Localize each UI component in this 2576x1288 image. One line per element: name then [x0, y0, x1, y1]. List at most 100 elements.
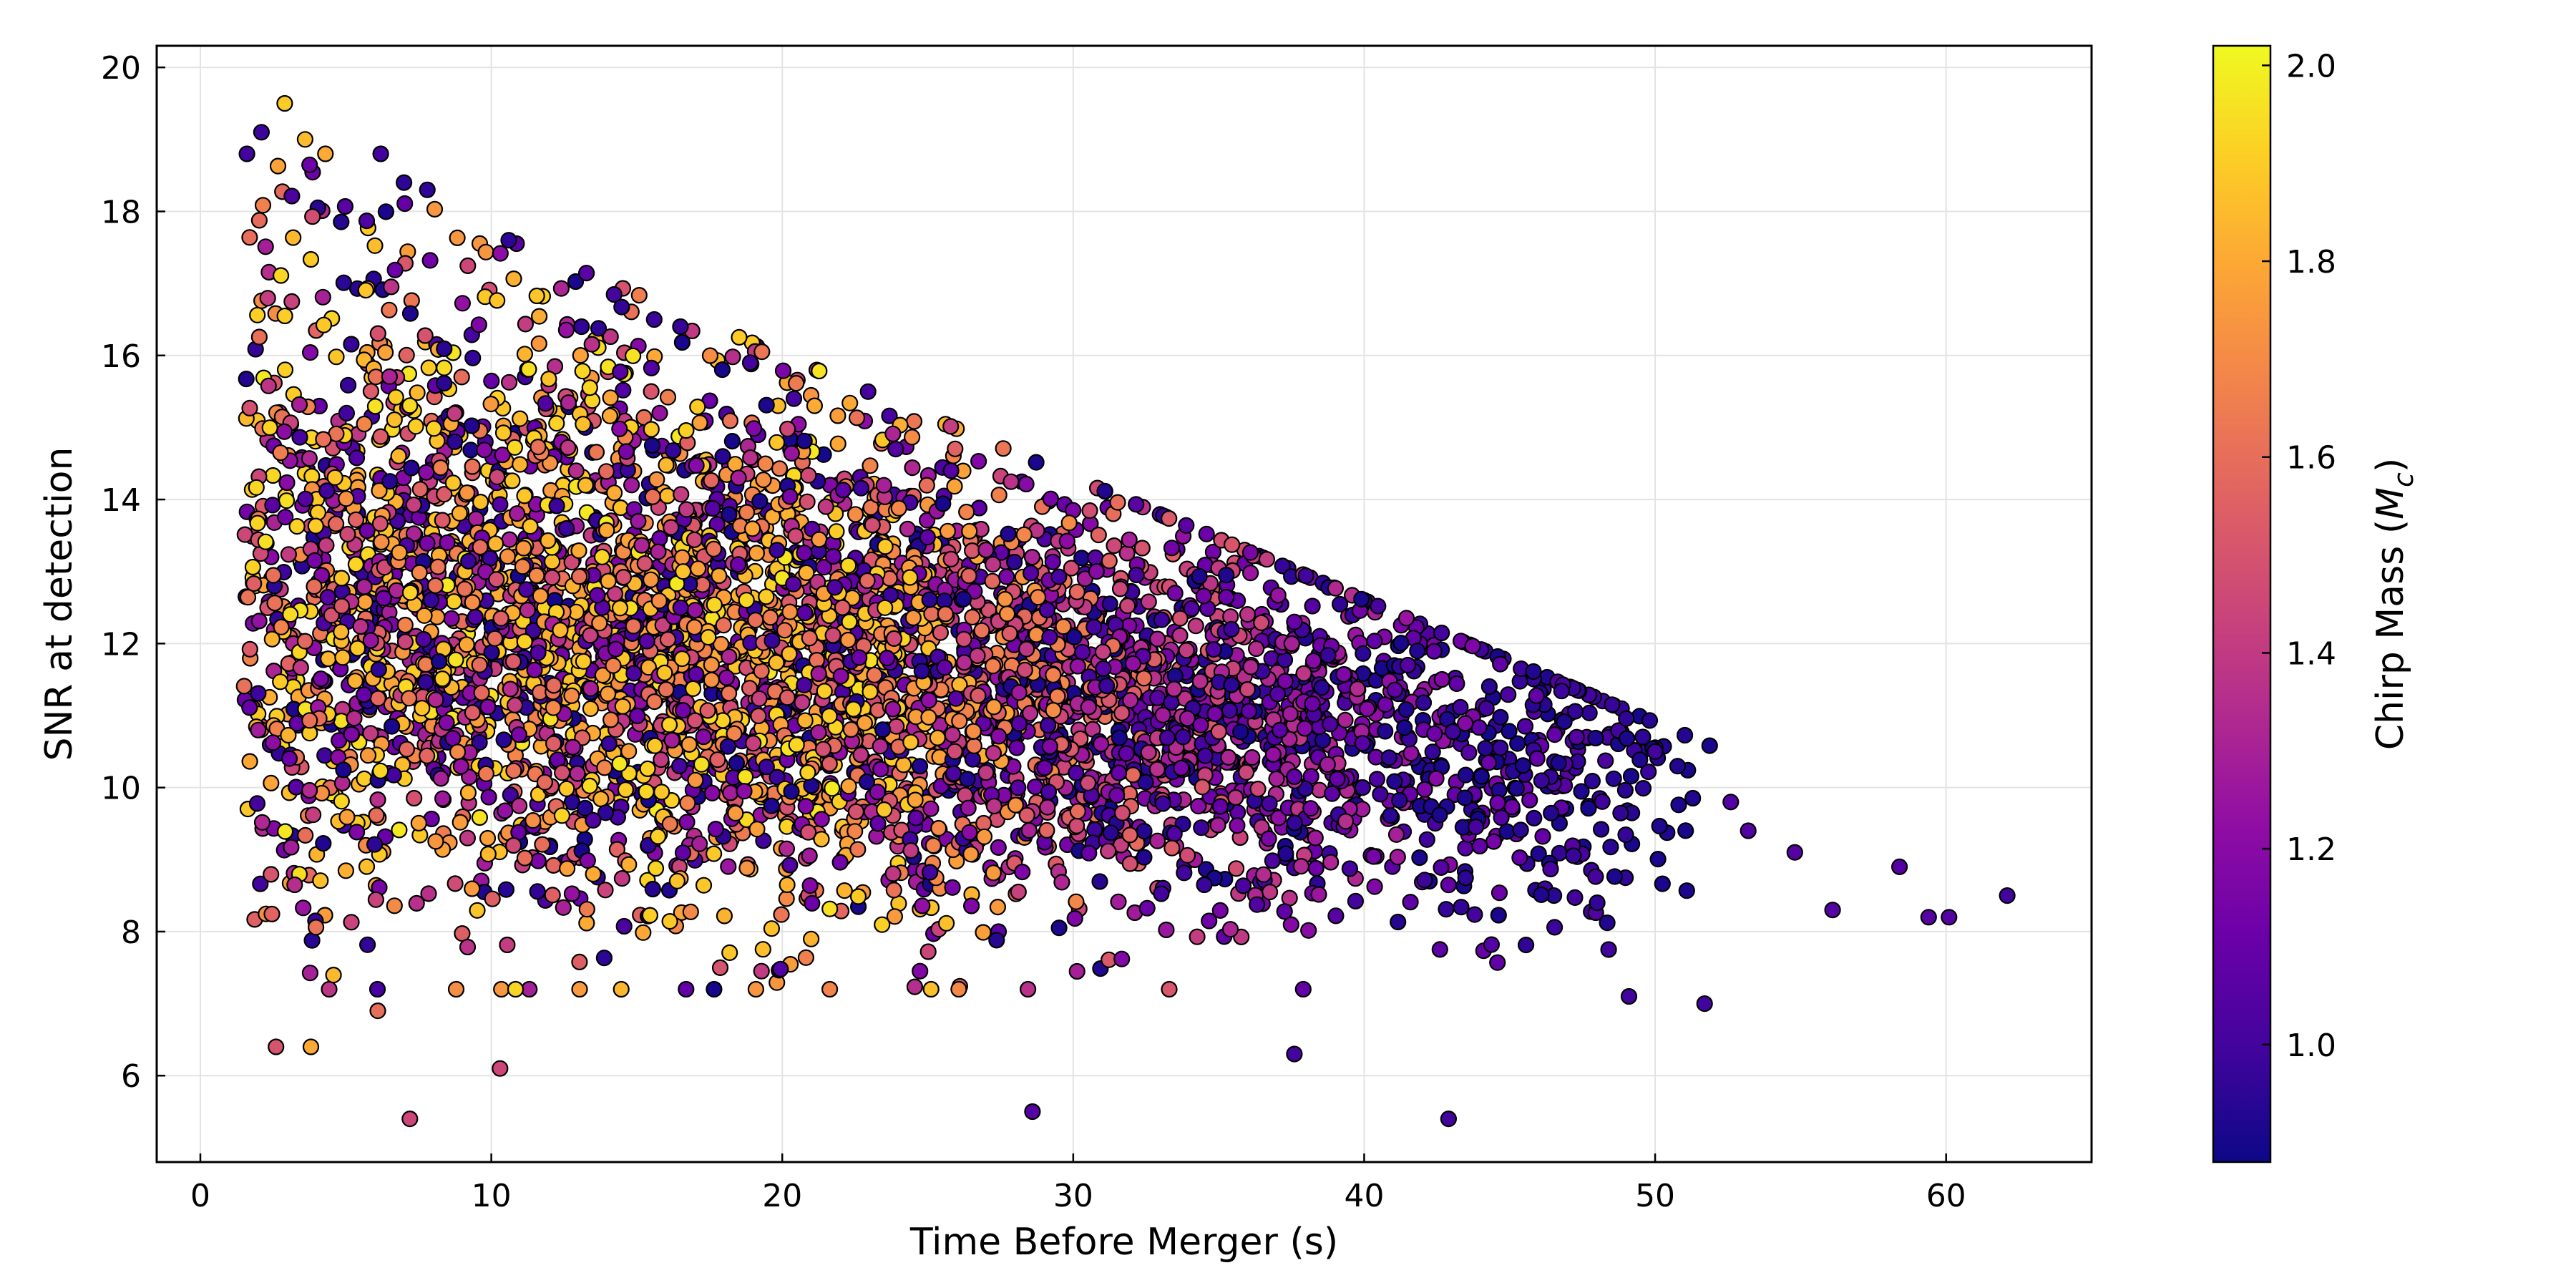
- scatter-point: [510, 797, 528, 814]
- scatter-point: [1163, 693, 1180, 711]
- scatter-point: [272, 673, 289, 691]
- scatter-point: [904, 609, 922, 627]
- scatter-point: [1457, 869, 1474, 887]
- scatter-point: [985, 864, 1002, 882]
- scatter-point: [1377, 723, 1394, 740]
- scatter-point: [315, 431, 332, 448]
- scatter-point: [553, 807, 571, 824]
- scatter-point: [738, 859, 756, 877]
- scatter-point: [1179, 847, 1196, 864]
- scatter-point: [1122, 691, 1139, 709]
- scatter-point: [1015, 526, 1033, 543]
- scatter-point: [312, 670, 329, 688]
- scatter-point: [1347, 892, 1365, 910]
- scatter-point: [1480, 754, 1497, 771]
- scatter-point: [548, 497, 565, 514]
- scatter-point: [615, 917, 633, 935]
- scatter-point: [504, 653, 522, 670]
- scatter-point: [969, 647, 986, 665]
- scatter-point: [701, 347, 719, 364]
- scatter-point: [763, 632, 781, 649]
- scatter-point: [286, 876, 303, 894]
- scatter-point: [463, 417, 480, 434]
- scatter-point: [829, 435, 847, 452]
- scatter-point: [464, 880, 481, 897]
- scatter-point: [386, 411, 403, 429]
- scatter-point: [476, 441, 493, 459]
- scatter-point: [1080, 698, 1097, 716]
- scatter-point: [1366, 633, 1383, 650]
- scatter-point: [1113, 704, 1131, 722]
- scatter-point: [263, 905, 280, 923]
- scatter-point: [504, 472, 521, 489]
- scatter-point: [650, 592, 668, 610]
- scatter-point: [312, 872, 329, 889]
- scatter-point: [724, 348, 741, 366]
- scatter-point: [996, 590, 1014, 608]
- scatter-point: [250, 685, 267, 702]
- scatter-point: [434, 670, 451, 688]
- scatter-point: [779, 689, 796, 706]
- scatter-point: [1282, 916, 1299, 933]
- scatter-point: [459, 784, 477, 801]
- scatter-point: [387, 389, 404, 406]
- scatter-point: [1396, 719, 1413, 736]
- scatter-point: [731, 328, 748, 346]
- scatter-point: [260, 377, 277, 394]
- scatter-point: [612, 363, 629, 381]
- scatter-point: [597, 804, 615, 821]
- scatter-point: [542, 454, 559, 472]
- scatter-point: [1153, 885, 1170, 902]
- scatter-point: [521, 980, 538, 998]
- scatter-point: [1227, 860, 1245, 877]
- scatter-point: [1023, 548, 1041, 566]
- scatter-point: [708, 516, 726, 533]
- scatter-point: [1038, 821, 1055, 839]
- scatter-point: [1516, 718, 1534, 735]
- scatter-point: [1163, 839, 1181, 857]
- scatter-point: [659, 630, 677, 648]
- scatter-point: [416, 607, 433, 624]
- scatter-point: [1397, 701, 1415, 718]
- scatter-point: [401, 584, 419, 601]
- scatter-point: [1187, 618, 1204, 635]
- scatter-point: [984, 556, 1002, 573]
- scatter-point: [590, 320, 608, 337]
- scatter-point: [959, 771, 976, 788]
- scatter-point: [1100, 842, 1117, 860]
- scatter-point: [937, 914, 955, 932]
- scatter-point: [989, 898, 1007, 916]
- scatter-point: [1109, 494, 1126, 511]
- scatter-point: [605, 657, 622, 674]
- scatter-point: [625, 665, 643, 682]
- scatter-point: [688, 665, 705, 683]
- scatter-point: [785, 575, 802, 592]
- scatter-point: [1072, 730, 1089, 748]
- scatter-point: [1307, 859, 1324, 877]
- scatter-point: [856, 714, 874, 732]
- scatter-point: [758, 396, 775, 414]
- scatter-point: [1044, 553, 1061, 570]
- scatter-point: [1206, 705, 1224, 723]
- scatter-point: [530, 644, 547, 661]
- scatter-point: [1028, 626, 1045, 643]
- scatter-point: [1029, 589, 1047, 606]
- scatter-point: [1612, 804, 1629, 821]
- scatter-point: [799, 493, 816, 510]
- scatter-point: [866, 666, 883, 683]
- scatter-point: [769, 542, 786, 559]
- scatter-point: [1161, 509, 1178, 527]
- scatter-point: [875, 477, 892, 494]
- scatter-point: [1471, 837, 1488, 855]
- scatter-point: [716, 907, 733, 924]
- scatter-point: [911, 758, 929, 775]
- scatter-point: [469, 902, 486, 919]
- scatter-point: [1580, 800, 1597, 817]
- scatter-point: [1654, 875, 1671, 892]
- scatter-point: [1128, 496, 1145, 513]
- scatter-point: [946, 743, 963, 760]
- scatter-point: [1270, 809, 1287, 826]
- scatter-point: [479, 845, 497, 863]
- scatter-point: [1179, 710, 1196, 727]
- scatter-point: [1489, 794, 1506, 811]
